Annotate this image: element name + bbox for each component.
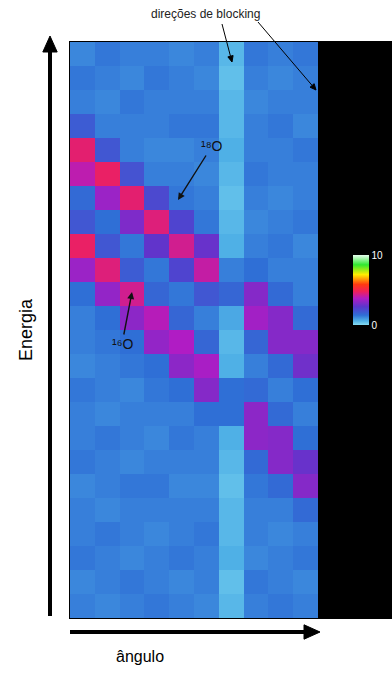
svg-text:direções de blocking: direções de blocking [151,7,260,21]
svg-text:0: 0 [372,320,378,331]
svg-text:Energia: Energia [16,298,36,361]
svg-text:¹⁶O: ¹⁶O [112,336,133,352]
svg-text:10: 10 [372,250,384,261]
svg-text:¹⁸O: ¹⁸O [201,138,223,154]
svg-text:ângulo: ângulo [116,648,164,665]
